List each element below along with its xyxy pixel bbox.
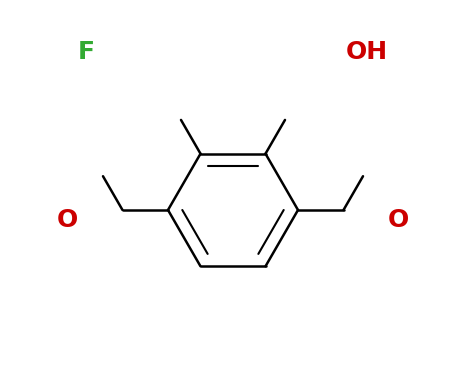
Text: O: O — [57, 208, 78, 232]
Text: F: F — [78, 40, 95, 64]
Text: O: O — [388, 208, 409, 232]
Text: OH: OH — [346, 40, 388, 64]
